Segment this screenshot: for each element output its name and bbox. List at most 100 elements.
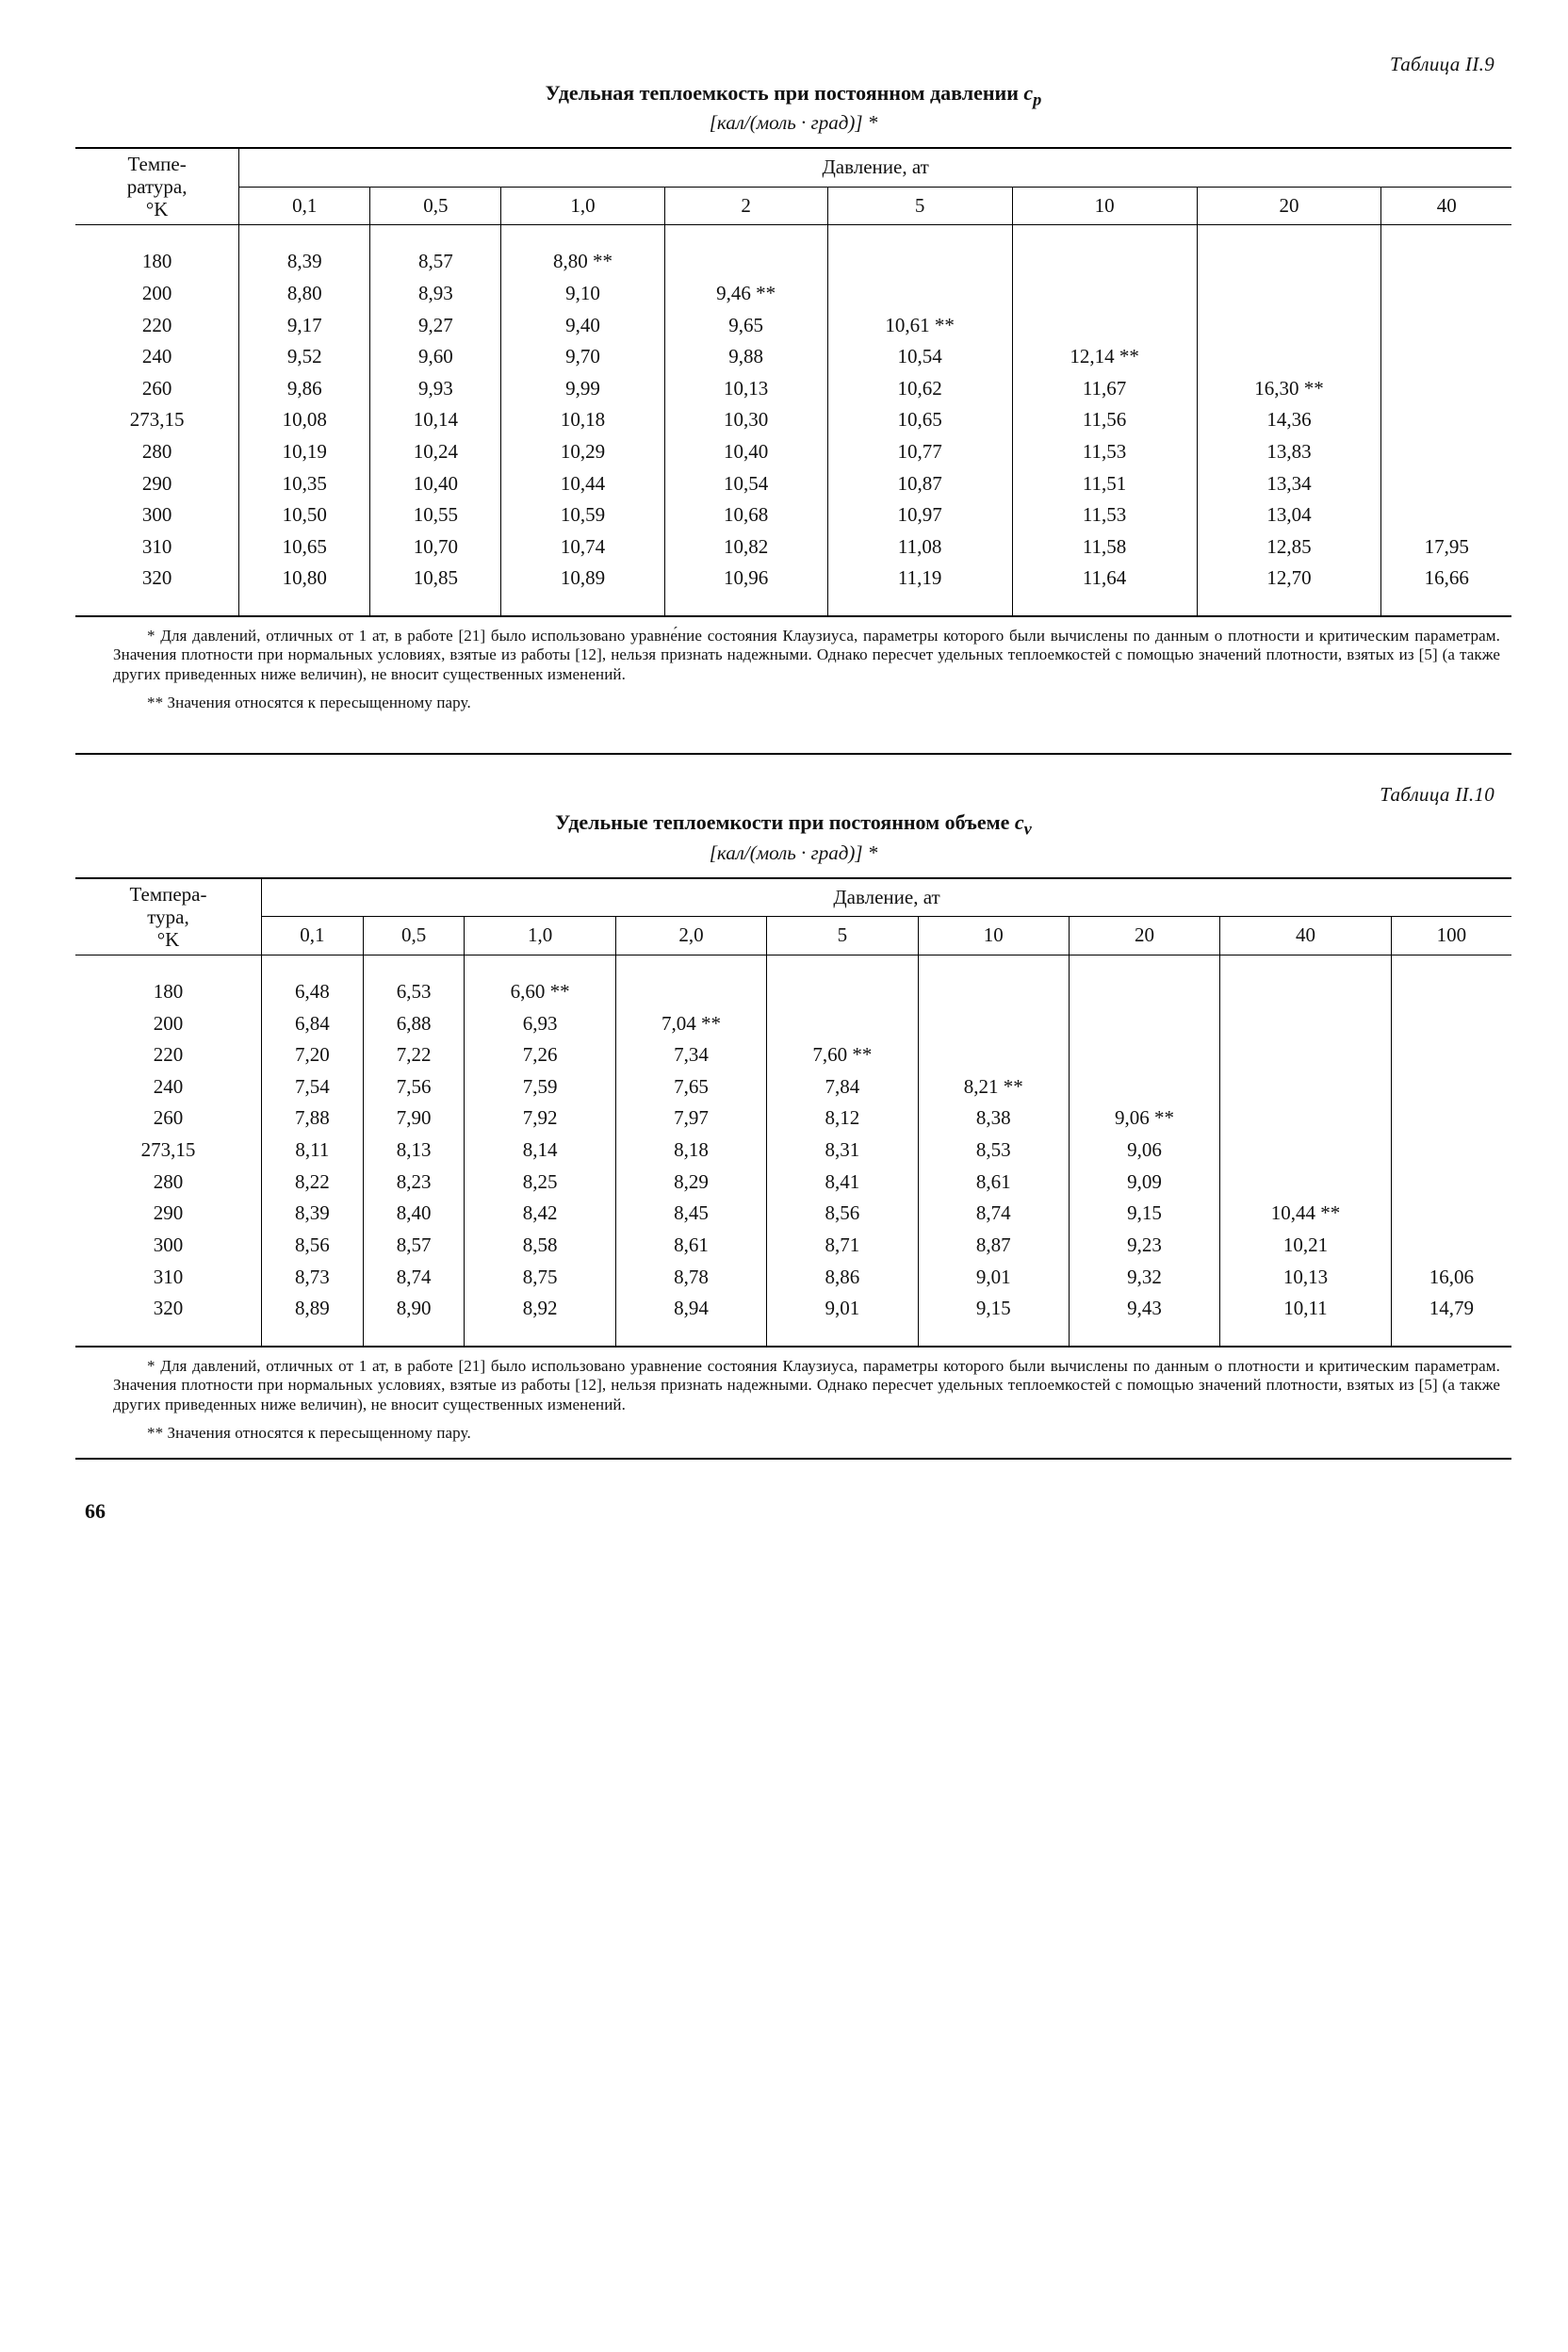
table-row: 2008,808,939,109,46 **	[75, 278, 1511, 310]
table2-bottom-rule	[75, 1458, 1511, 1460]
cell: 8,94	[615, 1293, 766, 1325]
cell: 10,68	[664, 499, 827, 531]
table2-footnote1: * Для давлений, отличных от 1 ат, в рабо…	[113, 1357, 1500, 1414]
table-row: 2808,228,238,258,298,418,619,09	[75, 1167, 1511, 1199]
table-row: 2908,398,408,428,458,568,749,1510,44 **	[75, 1198, 1511, 1230]
cell	[1381, 468, 1511, 500]
table2-units: [кал/(моль · град)] *	[75, 841, 1511, 866]
cell: 9,40	[501, 310, 664, 342]
cell: 8,29	[615, 1167, 766, 1199]
cell: 10,65	[239, 531, 370, 564]
cell: 10,54	[664, 468, 827, 500]
col-label: 5	[767, 917, 918, 956]
cell	[664, 246, 827, 278]
cell: 8,80 **	[501, 246, 664, 278]
cell: 8,92	[465, 1293, 615, 1325]
table1-col-labels: 0,10,51,025102040	[75, 187, 1511, 225]
cell: 10,87	[827, 468, 1012, 500]
cell: 10,44	[501, 468, 664, 500]
cell: 10,29	[501, 436, 664, 468]
cell	[1391, 1008, 1511, 1040]
cell: 11,58	[1012, 531, 1197, 564]
cell	[1220, 1039, 1391, 1071]
col-label: 40	[1220, 917, 1391, 956]
table-row: 3208,898,908,928,949,019,159,4310,1114,7…	[75, 1293, 1511, 1325]
cell: 7,34	[615, 1039, 766, 1071]
cell: 16,30 **	[1197, 373, 1381, 405]
cell: 8,71	[767, 1230, 918, 1262]
cell: 9,43	[1069, 1293, 1219, 1325]
cell	[1391, 1230, 1511, 1262]
cell: 8,53	[918, 1135, 1069, 1167]
cell: 13,83	[1197, 436, 1381, 468]
cell: 6,88	[363, 1008, 465, 1040]
col-label: 1,0	[501, 187, 664, 225]
cell: 10,62	[827, 373, 1012, 405]
cell: 10,35	[239, 468, 370, 500]
cell	[1220, 1008, 1391, 1040]
cell	[827, 246, 1012, 278]
cell	[1220, 1167, 1391, 1199]
col-label: 2,0	[615, 917, 766, 956]
table-row: 3108,738,748,758,788,869,019,3210,1316,0…	[75, 1262, 1511, 1294]
cell: 8,45	[615, 1198, 766, 1230]
cell: 6,84	[261, 1008, 363, 1040]
table1-units: [кал/(моль · град)] *	[75, 111, 1511, 136]
row-temp: 260	[75, 1102, 261, 1135]
cell: 9,27	[370, 310, 501, 342]
cell: 6,93	[465, 1008, 615, 1040]
cell: 8,89	[261, 1293, 363, 1325]
cell: 8,23	[363, 1167, 465, 1199]
cell	[1381, 246, 1511, 278]
cell: 7,97	[615, 1102, 766, 1135]
table-row: 31010,6510,7010,7410,8211,0811,5812,8517…	[75, 531, 1511, 564]
cell: 8,57	[370, 246, 501, 278]
cell	[918, 976, 1069, 1008]
row-temp: 290	[75, 1198, 261, 1230]
row-temp: 280	[75, 1167, 261, 1199]
table-row: 28010,1910,2410,2910,4010,7711,5313,83	[75, 436, 1511, 468]
col-label: 100	[1391, 917, 1511, 956]
cell: 7,56	[363, 1071, 465, 1103]
table-row: 29010,3510,4010,4410,5410,8711,5113,34	[75, 468, 1511, 500]
cell	[1381, 404, 1511, 436]
col-label: 1,0	[465, 917, 615, 956]
cell: 8,12	[767, 1102, 918, 1135]
cell: 10,18	[501, 404, 664, 436]
cell: 8,93	[370, 278, 501, 310]
cell	[1381, 373, 1511, 405]
cell: 7,26	[465, 1039, 615, 1071]
cell: 10,70	[370, 531, 501, 564]
cell: 11,19	[827, 563, 1012, 595]
cell: 7,04 **	[615, 1008, 766, 1040]
table2-body: 1806,486,536,60 **2006,846,886,937,04 **…	[75, 956, 1511, 1347]
cell: 7,54	[261, 1071, 363, 1103]
cell: 8,87	[918, 1230, 1069, 1262]
cell: 10,55	[370, 499, 501, 531]
cell: 12,85	[1197, 531, 1381, 564]
cell	[1197, 341, 1381, 373]
table1-title: Удельная теплоемкость при постоянном дав…	[75, 81, 1511, 110]
cell	[918, 1008, 1069, 1040]
table1-head: Темпе-ратура,°K Давление, ат 0,10,51,025…	[75, 148, 1511, 225]
table-row: 1808,398,578,80 **	[75, 246, 1511, 278]
cell	[1220, 1135, 1391, 1167]
cell: 12,70	[1197, 563, 1381, 595]
row-temp: 320	[75, 1293, 261, 1325]
cell: 10,82	[664, 531, 827, 564]
col-label: 40	[1381, 187, 1511, 225]
cell: 7,90	[363, 1102, 465, 1135]
cell: 10,30	[664, 404, 827, 436]
row-temp: 300	[75, 1230, 261, 1262]
table-row: 2609,869,939,9910,1310,6211,6716,30 **	[75, 373, 1511, 405]
cell: 11,67	[1012, 373, 1197, 405]
cell	[1381, 436, 1511, 468]
col-label: 0,5	[370, 187, 501, 225]
cell	[1220, 1102, 1391, 1135]
cell: 9,65	[664, 310, 827, 342]
cell: 9,15	[1069, 1198, 1219, 1230]
cell: 9,06	[1069, 1135, 1219, 1167]
cell: 8,22	[261, 1167, 363, 1199]
row-temp: 220	[75, 310, 239, 342]
cell: 9,93	[370, 373, 501, 405]
